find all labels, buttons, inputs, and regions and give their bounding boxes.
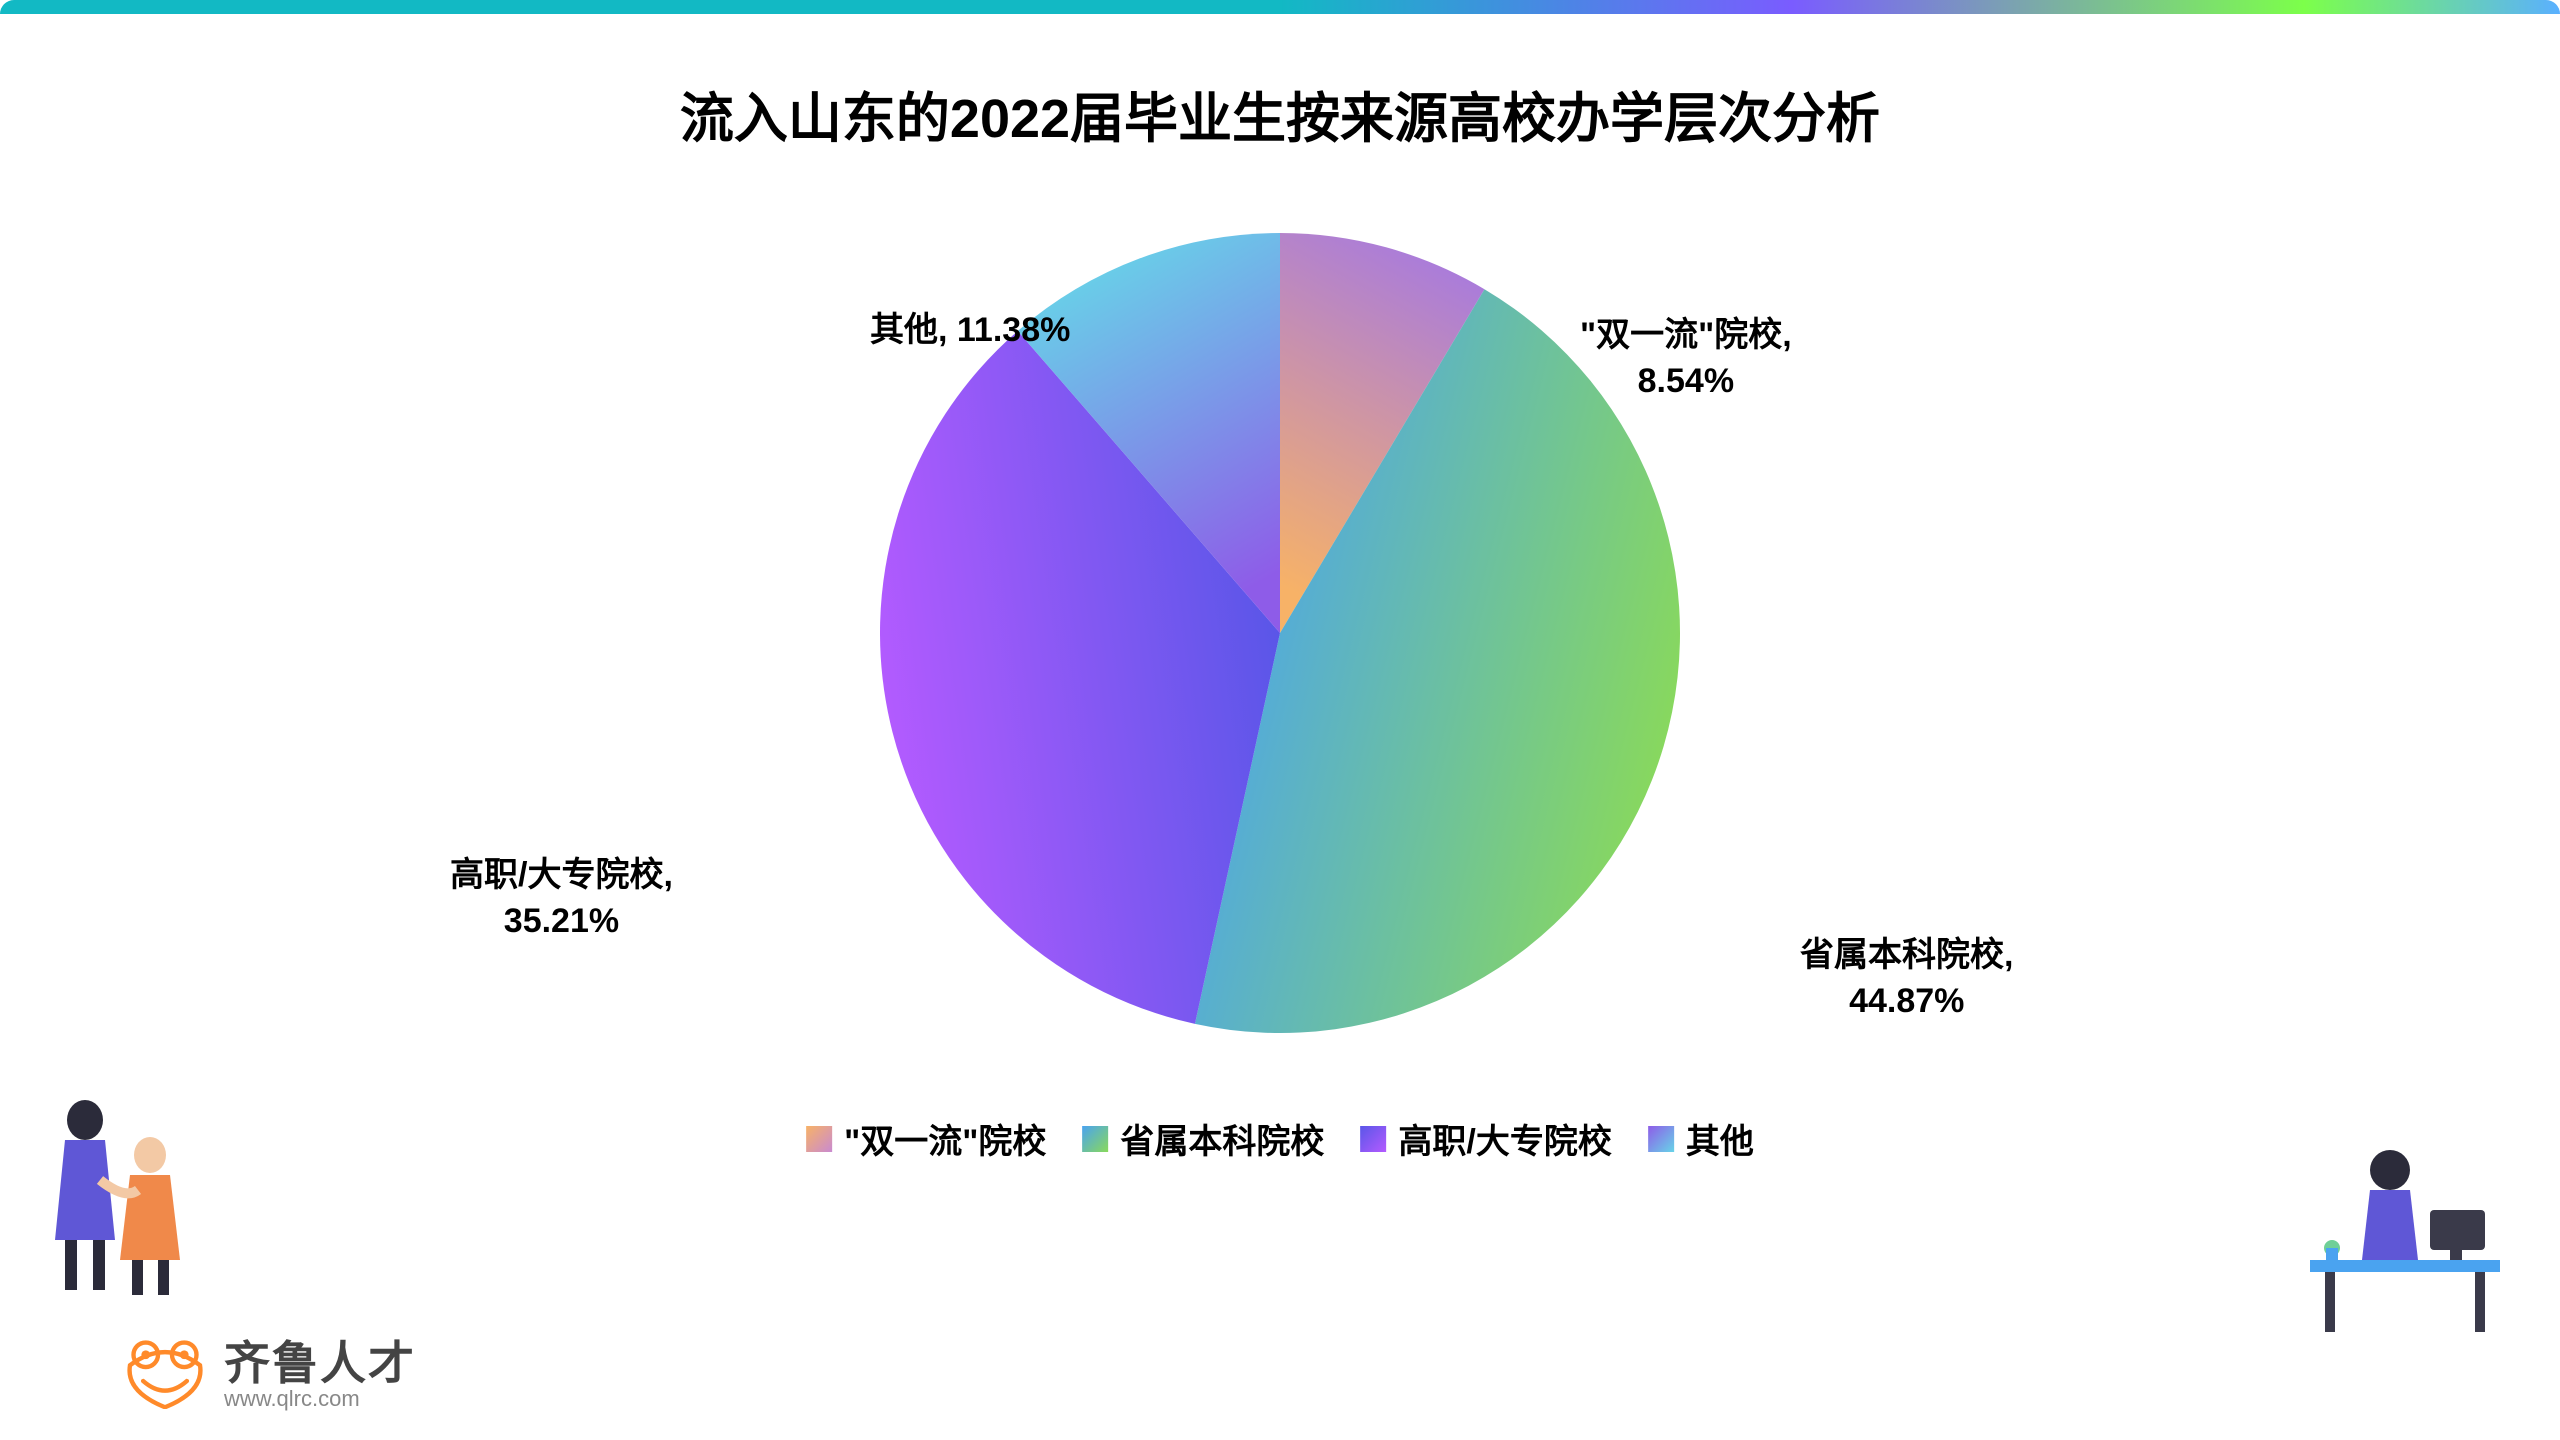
chart-area: "双一流"院校,8.54% 省属本科院校,44.87% 高职/大专院校,35.21%…	[0, 153, 2560, 1203]
top-border	[0, 0, 2560, 14]
pie-data-label: 高职/大专院校,35.21%	[450, 853, 673, 945]
pie-data-label: 其他, 11.38%	[870, 308, 1070, 354]
legend-item: 高职/大专院校	[1360, 1114, 1611, 1163]
brand-logo: 齐鲁人才 www.qlrc.com	[120, 1339, 416, 1410]
frog-icon	[120, 1339, 210, 1409]
legend-swatch	[1082, 1126, 1108, 1152]
illustration-people-left	[30, 1080, 210, 1300]
pie-data-label: "双一流"院校,8.54%	[1580, 313, 1792, 405]
chart-title: 流入山东的2022届毕业生按来源高校办学层次分析	[0, 74, 2560, 153]
illustration-person-desk-right	[2280, 1130, 2520, 1370]
legend-swatch	[1648, 1126, 1674, 1152]
legend-item: 省属本科院校	[1082, 1114, 1324, 1163]
legend-item: 其他	[1648, 1114, 1754, 1163]
legend-label: 省属本科院校	[1120, 1114, 1324, 1163]
legend-item: "双一流"院校	[806, 1114, 1046, 1163]
legend-swatch	[1360, 1126, 1386, 1152]
legend-label: "双一流"院校	[844, 1114, 1046, 1163]
logo-text-url: www.qlrc.com	[224, 1387, 416, 1410]
main-container: 流入山东的2022届毕业生按来源高校办学层次分析 "双一流"院校,8.54% 省属…	[0, 14, 2560, 1440]
pie-data-label: 省属本科院校,44.87%	[1800, 933, 2013, 1025]
logo-text-cn: 齐鲁人才	[224, 1339, 416, 1387]
legend-label: 其他	[1686, 1114, 1754, 1163]
legend: "双一流"院校 省属本科院校 高职/大专院校 其他	[806, 1114, 1754, 1163]
legend-label: 高职/大专院校	[1398, 1114, 1611, 1163]
legend-swatch	[806, 1126, 832, 1152]
